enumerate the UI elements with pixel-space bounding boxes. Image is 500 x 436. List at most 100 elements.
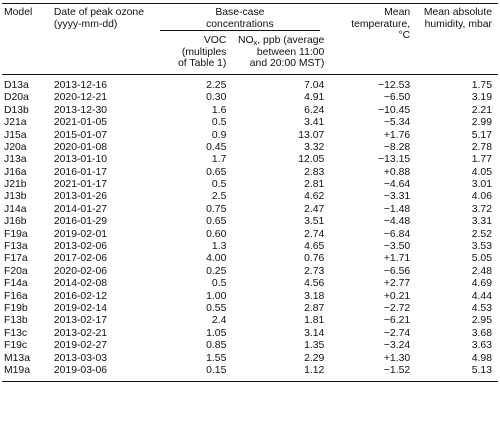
cell-model: F14a bbox=[4, 278, 28, 290]
table-row: J13b 2013-01-26 2.5 4.62 −3.31 4.06 bbox=[2, 191, 498, 203]
table-row: J21b 2021-01-17 0.5 2.81 −4.64 3.01 bbox=[2, 179, 498, 191]
cell-model: J21b bbox=[4, 179, 27, 191]
header-nox-prefix: NO bbox=[237, 35, 254, 47]
cell-humidity: 3.63 bbox=[471, 340, 492, 352]
cell-humidity: 4.06 bbox=[471, 191, 492, 203]
cell-voc: 0.5 bbox=[211, 179, 227, 191]
cell-nox: 0.76 bbox=[304, 253, 325, 265]
cell-model: F17a bbox=[4, 253, 28, 265]
cell-date: 2013-01-10 bbox=[53, 154, 108, 166]
cell-date: 2014-01-27 bbox=[53, 203, 108, 215]
cell-date: 2016-02-12 bbox=[53, 290, 108, 302]
cell-humidity: 5.13 bbox=[471, 364, 492, 376]
cell-date: 2013-12-30 bbox=[53, 104, 108, 116]
cell-model: D20a bbox=[4, 92, 29, 104]
cell-temperature: −5.34 bbox=[383, 117, 411, 129]
cell-nox: 4.62 bbox=[304, 191, 325, 203]
cell-temperature: −1.48 bbox=[383, 203, 411, 215]
cell-model: M13a bbox=[4, 352, 30, 364]
cell-voc: 2.4 bbox=[211, 315, 227, 327]
table-row: J16a 2016-01-17 0.65 2.83 +0.88 4.05 bbox=[2, 167, 498, 179]
cell-date: 2015-01-07 bbox=[53, 129, 108, 141]
cell-temperature: −13.15 bbox=[378, 154, 411, 166]
cell-temperature: +0.21 bbox=[383, 290, 411, 302]
header-row-main: Model Date of peak ozone (yyyy-mm-dd) Bas… bbox=[2, 3, 498, 75]
cell-humidity: 5.17 bbox=[471, 129, 492, 141]
cell-date: 2020-12-21 bbox=[53, 92, 108, 104]
table-row: F13c 2013-02-21 1.05 3.14 −2.74 3.68 bbox=[2, 328, 498, 340]
cell-humidity: 4.69 bbox=[471, 278, 492, 290]
cell-voc: 0.15 bbox=[206, 364, 227, 376]
cell-voc: 0.75 bbox=[206, 203, 227, 215]
cell-nox: 2.74 bbox=[304, 228, 325, 240]
cell-voc: 0.65 bbox=[206, 216, 227, 228]
cell-nox: 2.29 bbox=[304, 352, 325, 364]
cell-date: 2019-03-06 bbox=[53, 364, 108, 376]
header-humidity: Mean absolute humidity, mbar bbox=[422, 3, 498, 75]
header-temp-line1: Mean temperature, bbox=[351, 7, 411, 30]
table-row: F19b 2019-02-14 0.55 2.87 −2.72 4.53 bbox=[2, 303, 498, 315]
cell-humidity: 2.95 bbox=[471, 315, 492, 327]
cell-temperature: −8.28 bbox=[383, 141, 411, 153]
header-date-line2: (yyyy-mm-dd) bbox=[53, 18, 118, 30]
cell-model: J20a bbox=[4, 141, 27, 153]
header-row-sub: VOC (multiples of Table 1) NOx, ppb (avera… bbox=[2, 31, 498, 75]
cell-voc: 0.45 bbox=[206, 141, 227, 153]
cell-nox: 1.12 bbox=[304, 364, 325, 376]
table-row: J15a 2015-01-07 0.9 13.07 +1.76 5.17 bbox=[2, 130, 498, 142]
cell-model: F19c bbox=[4, 340, 28, 352]
cell-date: 2014-02-08 bbox=[53, 278, 108, 290]
cell-temperature: −10.45 bbox=[378, 104, 411, 116]
cell-voc: 0.5 bbox=[211, 278, 227, 290]
header-date: Date of peak ozone (yyyy-mm-dd) bbox=[53, 3, 152, 75]
cell-model: F13c bbox=[4, 327, 28, 339]
cell-voc: 0.65 bbox=[206, 166, 227, 178]
table-row: J21a 2021-01-05 0.5 3.41 −5.34 2.99 bbox=[2, 117, 498, 129]
cell-date: 2013-02-06 bbox=[53, 241, 108, 253]
header-nox-suffix: , ppb (average bbox=[257, 35, 325, 47]
table-row: F20a 2020-02-06 0.25 2.73 −6.56 2.48 bbox=[2, 266, 498, 278]
cell-model: J21a bbox=[4, 117, 27, 129]
cell-date: 2016-01-29 bbox=[53, 216, 108, 228]
cell-nox: 3.18 bbox=[304, 290, 325, 302]
cell-temperature: −12.53 bbox=[378, 79, 411, 91]
cell-model: D13b bbox=[4, 104, 29, 116]
cell-nox: 2.73 bbox=[304, 265, 325, 277]
cell-humidity: 3.68 bbox=[471, 327, 492, 339]
table-row: F17a 2017-02-06 4.00 0.76 +1.71 5.05 bbox=[2, 253, 498, 265]
cell-humidity: 2.78 bbox=[471, 141, 492, 153]
cell-humidity: 1.75 bbox=[471, 79, 492, 91]
cell-humidity: 5.05 bbox=[471, 253, 492, 265]
cell-model: F16a bbox=[4, 290, 28, 302]
cell-voc: 1.00 bbox=[206, 290, 227, 302]
cell-model: J15a bbox=[4, 129, 27, 141]
cell-voc: 1.05 bbox=[206, 327, 227, 339]
cell-nox: 2.47 bbox=[304, 203, 325, 215]
cell-voc: 0.55 bbox=[206, 303, 227, 314]
cell-model: J16b bbox=[4, 216, 27, 228]
cell-nox: 13.07 bbox=[298, 129, 325, 141]
cell-humidity: 3.19 bbox=[471, 92, 492, 104]
cell-date: 2019-02-14 bbox=[53, 303, 108, 314]
cell-nox: 3.32 bbox=[304, 141, 325, 153]
cell-temperature: +0.88 bbox=[383, 166, 411, 178]
header-date-line1: Date of peak ozone bbox=[53, 7, 144, 18]
table-row: M19a 2019-03-06 0.15 1.12 −1.52 5.13 bbox=[2, 365, 498, 382]
table-row: D13b 2013-12-30 1.6 6.24 −10.45 2.21 bbox=[2, 105, 498, 117]
cell-model: J13a bbox=[4, 154, 27, 166]
cell-humidity: 2.52 bbox=[471, 228, 492, 240]
cell-voc: 0.5 bbox=[211, 117, 227, 129]
cell-model: D13a bbox=[4, 79, 29, 91]
cell-date: 2020-02-06 bbox=[53, 265, 108, 277]
cell-voc: 1.55 bbox=[206, 352, 227, 364]
cell-model: F13b bbox=[4, 315, 28, 327]
header-hum-line2: humidity, mbar bbox=[424, 18, 492, 30]
cell-date: 2013-02-17 bbox=[53, 315, 108, 327]
header-temp-line2: °C bbox=[398, 30, 411, 42]
table-row: M13a 2013-03-03 1.55 2.29 +1.30 4.98 bbox=[2, 353, 498, 365]
cell-model: F13a bbox=[4, 241, 28, 253]
table-row: F19a 2019-02-01 0.60 2.74 −6.84 2.52 bbox=[2, 229, 498, 241]
cell-voc: 1.3 bbox=[211, 241, 227, 253]
cell-nox: 3.14 bbox=[304, 327, 325, 339]
